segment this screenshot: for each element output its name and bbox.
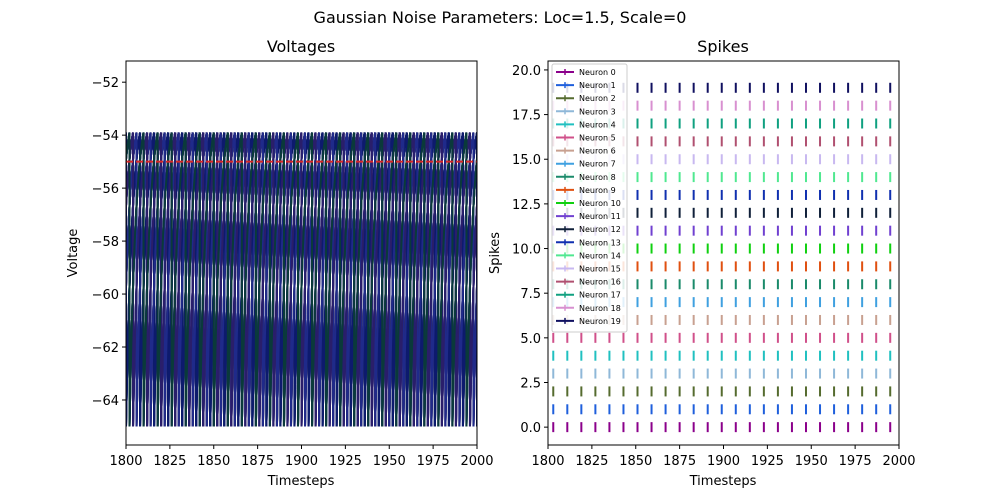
legend-label: Neuron 4: [579, 120, 616, 129]
spikes-ytick-label: 12.5: [512, 198, 541, 213]
voltages-xtick-label: 1975: [417, 454, 450, 469]
legend-label: Neuron 2: [579, 94, 616, 103]
spikes-xtick-label: 1975: [839, 454, 872, 469]
legend-label: Neuron 7: [579, 160, 616, 169]
spikes-ytick-label: 20.0: [512, 64, 541, 79]
voltages-ytick-label: −62: [92, 341, 119, 356]
spikes-ytick-label: 0.0: [520, 421, 541, 436]
voltages-ytick-label: −54: [92, 129, 119, 144]
legend-label: Neuron 17: [579, 291, 621, 300]
spikes-xtick-label: 1900: [707, 454, 740, 469]
spikes-xtick-label: 1875: [663, 454, 696, 469]
spikes-xtick-label: 2000: [882, 454, 915, 469]
legend-item: Neuron 3: [556, 107, 616, 116]
figure-suptitle: Gaussian Noise Parameters: Loc=1.5, Scal…: [314, 8, 687, 27]
legend-label: Neuron 0: [579, 68, 616, 77]
voltages-xlabel: Timesteps: [267, 474, 335, 489]
legend-label: Neuron 14: [579, 251, 621, 260]
voltages-xtick-label: 1800: [109, 454, 142, 469]
legend-item: Neuron 17: [556, 291, 621, 300]
spikes-xlabel: Timesteps: [689, 474, 757, 489]
voltages-xtick-label: 1900: [285, 454, 318, 469]
legend-label: Neuron 6: [579, 147, 616, 156]
legend-item: Neuron 18: [556, 304, 621, 313]
legend-label: Neuron 3: [579, 107, 616, 116]
voltages-ylabel: Voltage: [66, 229, 81, 278]
spikes-frame: [547, 60, 900, 446]
spike-series: [552, 386, 892, 397]
legend-item: Neuron 4: [556, 120, 616, 129]
legend-item: Neuron 5: [556, 134, 616, 143]
legend-label: Neuron 18: [579, 304, 621, 313]
legend-label: Neuron 5: [579, 134, 616, 143]
legend-item: Neuron 16: [556, 278, 621, 287]
spike-series: [552, 350, 892, 361]
spikes-xtick-label: 1925: [751, 454, 784, 469]
voltages-ytick-label: −52: [92, 76, 119, 91]
voltages-ytick-label: −60: [92, 288, 119, 303]
spikes-ylabel: Spikes: [488, 232, 503, 274]
legend-item: Neuron 10: [556, 199, 621, 208]
spikes-axes: 1800 1825 1850 1875 1900 1925 1950 1975 2000 0.0 2…: [512, 64, 916, 469]
legend-label: Neuron 16: [579, 278, 621, 287]
voltages-frame: [125, 60, 478, 446]
spike-series: [552, 332, 892, 343]
spikes-xtick-label: 1800: [531, 454, 564, 469]
legend-item: Neuron 6: [556, 147, 616, 156]
spike-series: [552, 404, 892, 415]
legend-item: Neuron 12: [556, 225, 621, 234]
voltage-trace: [126, 132, 477, 427]
voltages-title: Voltages: [267, 37, 335, 56]
voltage-traces: [126, 132, 477, 427]
spike-series: [552, 422, 892, 433]
voltages-xtick-label: 2000: [460, 454, 493, 469]
legend-label: Neuron 12: [579, 225, 621, 234]
voltages-xtick-label: 1850: [197, 454, 230, 469]
legend-label: Neuron 1: [579, 81, 616, 90]
legend-label: Neuron 10: [579, 199, 621, 208]
legend-box: [551, 63, 628, 333]
legend-item: Neuron 14: [556, 251, 621, 260]
voltages-panel: Voltages 1800 1825 1850 1875 1900 1925 1950 197…: [66, 37, 494, 489]
spikes-xtick-label: 1825: [575, 454, 608, 469]
spikes-ytick-label: 7.5: [520, 287, 541, 302]
spikes-ytick-label: 2.5: [520, 376, 541, 391]
spikes-legend: Neuron 0 Neuron 1 Neuron 2 Neuron 3 Neuron 4…: [551, 63, 628, 333]
spikes-xtick-label: 1850: [619, 454, 652, 469]
spike-series: [552, 368, 892, 379]
voltages-ytick-label: −64: [92, 394, 119, 409]
spikes-panel: Spikes 1800 1825 1850 1875 1900 1925 1950 1975 2…: [488, 37, 916, 489]
voltages-ytick-label: −56: [92, 182, 119, 197]
legend-item: Neuron 0: [556, 68, 616, 77]
legend-item: Neuron 2: [556, 94, 616, 103]
legend-item: Neuron 9: [556, 186, 616, 195]
legend-item: Neuron 1: [556, 81, 616, 90]
voltages-xtick-label: 1950: [373, 454, 406, 469]
legend-item: Neuron 15: [556, 265, 621, 274]
legend-item: Neuron 7: [556, 160, 616, 169]
legend-item: Neuron 19: [556, 317, 621, 326]
legend-label: Neuron 13: [579, 238, 621, 247]
legend-label: Neuron 11: [579, 212, 621, 221]
legend-label: Neuron 19: [579, 317, 621, 326]
spikes-ytick-label: 5.0: [520, 332, 541, 347]
legend-label: Neuron 9: [579, 186, 616, 195]
spikes-title: Spikes: [697, 37, 749, 56]
spikes-xtick-label: 1950: [795, 454, 828, 469]
legend-item: Neuron 11: [556, 212, 621, 221]
legend-item: Neuron 8: [556, 173, 616, 182]
legend-label: Neuron 15: [579, 265, 621, 274]
legend-label: Neuron 8: [579, 173, 616, 182]
spikes-ytick-label: 10.0: [512, 243, 541, 258]
voltages-ytick-label: −58: [92, 235, 119, 250]
spikes-ytick-label: 15.0: [512, 153, 541, 168]
voltages-xtick-label: 1825: [153, 454, 186, 469]
spikes-ytick-label: 17.5: [512, 109, 541, 124]
voltages-axes: 1800 1825 1850 1875 1900 1925 1950 1975 2000 −64 −…: [92, 76, 494, 469]
voltages-xtick-label: 1875: [241, 454, 274, 469]
voltages-xtick-label: 1925: [329, 454, 362, 469]
legend-item: Neuron 13: [556, 238, 621, 247]
